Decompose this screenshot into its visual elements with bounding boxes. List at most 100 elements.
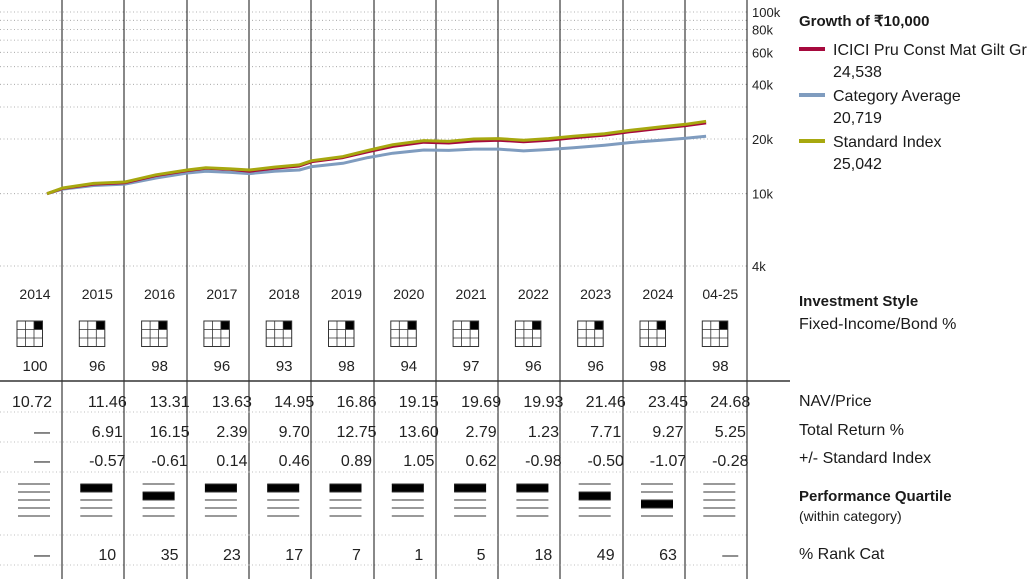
quartile-box-icon <box>703 483 736 517</box>
style-box-icon <box>78 320 106 347</box>
vs-index-value: 0.14 <box>216 453 247 470</box>
total-return-value: 6.91 <box>92 424 123 441</box>
year-label: 2021 <box>456 286 487 302</box>
vs-index-value: -1.07 <box>650 453 687 470</box>
year-label: 2014 <box>19 286 50 302</box>
y-tick-label: 20k <box>752 132 773 147</box>
rank-cat-label: % Rank Cat <box>799 546 885 563</box>
total-return-value: 2.39 <box>216 424 247 441</box>
style-value: 98 <box>338 358 355 375</box>
nav-value: 10.72 <box>12 394 52 411</box>
vs-index-value: — <box>34 453 50 470</box>
style-value: 96 <box>89 358 106 375</box>
total-return-value: 5.25 <box>715 424 746 441</box>
style-box-icon <box>701 320 729 347</box>
style-box-icon <box>390 320 417 347</box>
year-label: 2017 <box>206 286 237 302</box>
legend-fund-value: 24,538 <box>833 64 882 81</box>
total-return-value: — <box>34 424 50 441</box>
legend-item-index: Standard Index 25,042 <box>799 132 942 176</box>
vs-index-label: +/- Standard Index <box>799 450 932 467</box>
y-tick-label: 40k <box>752 77 773 92</box>
legend-swatch-fund <box>799 46 825 51</box>
year-label: 2016 <box>144 286 175 302</box>
growth-title: Growth of ₹10,000 <box>799 13 930 30</box>
total-return-value: 7.71 <box>590 424 621 441</box>
legend-item-fund: ICICI Pru Const Mat Gilt Gr 24,538 <box>799 40 1027 84</box>
chart-grid <box>0 0 790 579</box>
y-tick-label: 4k <box>752 259 766 274</box>
vs-index-value: 1.05 <box>403 453 434 470</box>
y-tick-label: 100k <box>752 5 781 20</box>
total-return-value: 13.60 <box>399 424 439 441</box>
quartile-box-icon <box>204 483 237 517</box>
quartile-box-icon <box>18 483 50 517</box>
rank-value: 1 <box>414 547 423 564</box>
style-value: 98 <box>650 358 667 375</box>
style-value: 100 <box>22 358 47 375</box>
nav-price-label: NAV/Price <box>799 393 872 410</box>
nav-value: 21.46 <box>586 394 626 411</box>
within-category-label: (within category) <box>799 508 902 524</box>
nav-value: 14.95 <box>274 394 314 411</box>
style-value: 98 <box>712 358 729 375</box>
rank-value: 18 <box>535 547 553 564</box>
rank-value: 10 <box>98 547 116 564</box>
total-return-value: 9.70 <box>279 424 310 441</box>
vs-index-value: -0.61 <box>151 453 188 470</box>
nav-value: 13.31 <box>150 394 190 411</box>
style-box-icon <box>514 320 542 347</box>
quartile-box-icon <box>329 483 362 517</box>
quartile-box-icon <box>391 483 424 517</box>
quartile-box-icon <box>641 483 673 517</box>
total-return-value: 9.27 <box>652 424 683 441</box>
y-axis-ticks: 100k 80k 60k 40k 20k 10k 4k <box>752 5 781 274</box>
nav-value: 19.69 <box>461 394 501 411</box>
style-value: 96 <box>214 358 231 375</box>
vs-index-value: 0.89 <box>341 453 372 470</box>
style-box-icon <box>141 320 168 347</box>
legend-index-name: Standard Index <box>833 134 942 151</box>
nav-value: 16.86 <box>336 394 376 411</box>
style-value: 97 <box>463 358 480 375</box>
y-tick-label: 60k <box>752 45 773 60</box>
rank-value: — <box>34 547 50 564</box>
quartile-box-icon <box>142 483 175 517</box>
y-tick-label: 10k <box>752 187 773 202</box>
total-return-label: Total Return % <box>799 422 904 439</box>
rank-value: 35 <box>161 547 179 564</box>
legend-swatch-index <box>799 138 825 143</box>
year-columns: 2014 100 10.72 — — — 2015 96 11.46 6.91 -0.57 10 201… <box>12 286 750 564</box>
rank-value: — <box>722 547 738 564</box>
series-line <box>46 119 707 196</box>
vs-index-value: -0.28 <box>712 453 749 470</box>
style-box-icon <box>577 320 604 347</box>
style-box-icon <box>452 320 480 347</box>
vs-index-value: -0.50 <box>587 453 624 470</box>
legend-category-value: 20,719 <box>833 110 882 127</box>
style-box-icon <box>16 320 43 347</box>
style-box-icon <box>639 320 666 347</box>
legend-category-name: Category Average <box>833 88 961 105</box>
style-value: 93 <box>276 358 293 375</box>
year-label: 2015 <box>82 286 113 302</box>
legend-swatch-category <box>799 92 825 97</box>
nav-value: 19.15 <box>399 394 439 411</box>
year-label: 04-25 <box>702 286 738 302</box>
vs-index-value: 0.62 <box>466 453 497 470</box>
nav-value: 24.68 <box>710 394 750 411</box>
quartile-box-icon <box>454 483 487 517</box>
quartile-box-icon <box>516 483 549 517</box>
performance-quartile-label: Performance Quartile <box>799 488 952 505</box>
nav-value: 11.46 <box>88 394 127 411</box>
fixed-income-label: Fixed-Income/Bond % <box>799 316 957 333</box>
total-return-value: 1.23 <box>528 424 559 441</box>
rank-value: 7 <box>352 547 361 564</box>
nav-value: 13.63 <box>212 394 252 411</box>
rank-value: 17 <box>285 547 303 564</box>
total-return-value: 16.15 <box>150 424 190 441</box>
total-return-value: 2.79 <box>466 424 497 441</box>
style-box-icon <box>265 320 293 347</box>
quartile-box-icon <box>267 483 300 517</box>
